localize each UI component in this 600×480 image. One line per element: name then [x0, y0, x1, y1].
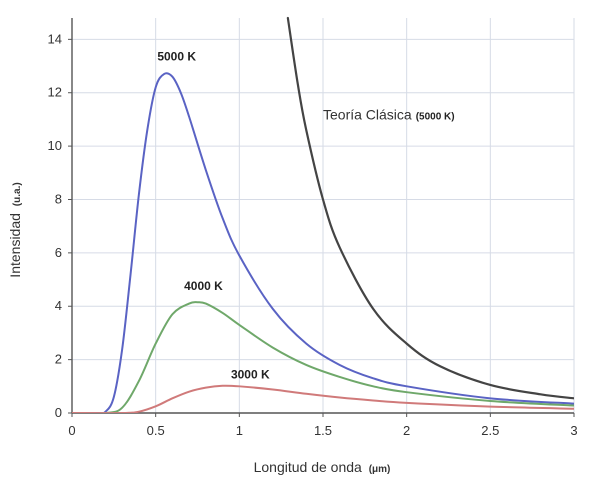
annotation-text: Teoría Clásica: [323, 106, 412, 122]
y-axis-title: Intensidad (u.a.): [7, 182, 23, 277]
annotation-layer: 5000 K 4000 K 3000 K Teoría Clásica (5000 K): [157, 50, 454, 382]
annotation-subtext: (5000 K): [416, 111, 455, 122]
y-tick-label: 8: [55, 191, 62, 206]
title-layer: Longitud de onda (μm) Intensidad (u.a.): [7, 182, 390, 475]
x-tick-label: 1: [236, 423, 243, 438]
x-tick-label: 0.5: [147, 423, 165, 438]
series-layer: [72, 16, 574, 413]
series-label-5000-k: 5000 K: [157, 50, 196, 64]
y-tick-label: 0: [55, 405, 62, 420]
y-tick-label: 6: [55, 245, 62, 260]
y-tick-label: 2: [55, 352, 62, 367]
series-label-4000-k: 4000 K: [184, 279, 223, 293]
x-tick-label: 1.5: [314, 423, 332, 438]
series-line-teor-a-cl-sica-5000-k: [286, 16, 574, 400]
grid-layer: [72, 18, 575, 413]
tick-layer: 0 0.5 1 1.5 2 2.5 3 0 2 4 6 8 10 12 14: [48, 31, 578, 438]
x-tick-label: 0: [68, 423, 75, 438]
x-axis-label: Longitud de onda: [254, 459, 362, 475]
x-tick-label: 2.5: [481, 423, 499, 438]
y-tick-label: 12: [48, 85, 62, 100]
y-axis-unit: (u.a.): [12, 182, 23, 206]
annotation-teor-a-cl-sica-5000-k: Teoría Clásica (5000 K): [323, 106, 455, 122]
x-axis-title: Longitud de onda (μm): [254, 459, 391, 475]
series-line-4000-k: [72, 301, 574, 413]
y-tick-label: 10: [48, 138, 62, 153]
y-tick-label: 14: [48, 31, 62, 46]
x-tick-label: 3: [570, 423, 577, 438]
y-axis-label: Intensidad: [7, 213, 23, 278]
series-line-3000-k: [72, 384, 574, 413]
x-axis-unit: (μm): [369, 464, 391, 475]
series-label-3000-k: 3000 K: [231, 367, 270, 381]
x-tick-label: 2: [403, 423, 410, 438]
series-line-5000-k: [72, 72, 574, 413]
y-tick-label: 4: [55, 298, 62, 313]
